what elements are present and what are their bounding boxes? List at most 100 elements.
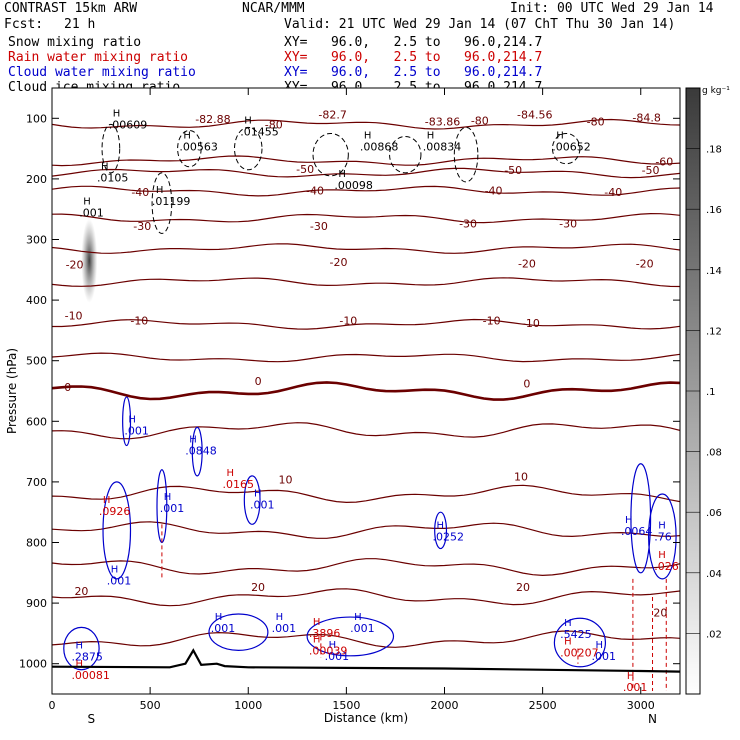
cloud-water-contour bbox=[243, 475, 261, 525]
snow-contour bbox=[453, 126, 479, 183]
isotherm-label: -10 bbox=[522, 317, 540, 330]
max-value-label: .3896 bbox=[309, 627, 341, 640]
max-marker: H bbox=[564, 618, 572, 629]
max-marker: H bbox=[313, 617, 321, 628]
max-marker: H bbox=[338, 169, 346, 180]
isotherm-label: -10 bbox=[130, 314, 148, 327]
max-marker: H bbox=[437, 521, 445, 532]
max-value-label: .00563 bbox=[179, 140, 218, 153]
x-tick-label: 2000 bbox=[431, 699, 459, 712]
endpoint-left: S bbox=[87, 712, 95, 726]
max-value-label: .01455 bbox=[240, 125, 279, 138]
y-tick-label: 800 bbox=[26, 537, 47, 550]
max-marker: H bbox=[658, 550, 666, 561]
cloud-water-contour bbox=[434, 511, 448, 550]
max-marker: H bbox=[113, 109, 121, 120]
max-marker: H bbox=[313, 635, 321, 646]
field-name-cloud-water: Cloud water mixing ratio bbox=[8, 65, 196, 80]
max-marker: H bbox=[427, 130, 435, 141]
isotherm-line bbox=[52, 521, 680, 539]
cloud-water-contour bbox=[156, 469, 168, 544]
max-value-label: .00652 bbox=[552, 140, 591, 153]
isotherm-label: -84.56 bbox=[517, 108, 552, 121]
max-value-label: .00609 bbox=[109, 119, 148, 132]
max-value-label: .00207 bbox=[560, 646, 599, 659]
isotherm-label: -40 bbox=[131, 186, 149, 199]
cloud-water-contour bbox=[208, 613, 269, 651]
max-marker: H bbox=[244, 115, 252, 126]
colorbar-unit: g kg⁻¹ bbox=[702, 86, 730, 96]
colorbar-tick-label: .06 bbox=[706, 508, 722, 519]
max-marker: H bbox=[111, 564, 119, 575]
isotherm-line bbox=[52, 422, 680, 440]
isotherm-label: 20 bbox=[516, 581, 530, 594]
y-tick-label: 300 bbox=[26, 234, 47, 247]
cloud-water-contour bbox=[306, 616, 395, 657]
x-tick-label: 500 bbox=[140, 699, 161, 712]
isotherm-label: -10 bbox=[339, 314, 357, 327]
isotherm-label: -20 bbox=[330, 256, 348, 269]
isotherm-label: -30 bbox=[559, 217, 577, 230]
isotherm-label: -83.86 bbox=[425, 116, 460, 129]
colorbar-tick-label: .02 bbox=[706, 629, 722, 640]
max-value-label: .0105 bbox=[97, 171, 129, 184]
max-marker: H bbox=[254, 489, 262, 500]
isotherm-label: 10 bbox=[279, 474, 293, 487]
colorbar-tick-label: .08 bbox=[706, 448, 722, 459]
max-marker: H bbox=[658, 521, 666, 532]
max-marker: H bbox=[164, 492, 172, 503]
max-value-label: .00868 bbox=[360, 140, 399, 153]
snow-contour bbox=[312, 132, 349, 177]
x-tick-label: 3000 bbox=[627, 699, 655, 712]
isotherm-label: -40 bbox=[306, 185, 324, 198]
isotherm-label: -40 bbox=[604, 186, 622, 199]
isotherm-label: -10 bbox=[65, 309, 83, 322]
y-tick-label: 500 bbox=[26, 355, 47, 368]
y-axis-title: Pressure (hPa) bbox=[5, 348, 19, 434]
field-name-snow: Snow mixing ratio bbox=[8, 35, 142, 50]
isotherm-label: -30 bbox=[459, 217, 477, 230]
max-marker: H bbox=[354, 612, 362, 623]
max-value-label: .0064 bbox=[621, 525, 653, 538]
colorbar-tick-label: .12 bbox=[706, 326, 722, 337]
cloud-water-contour bbox=[102, 481, 132, 580]
max-value-label: .001 bbox=[623, 681, 648, 694]
max-marker: H bbox=[227, 468, 235, 479]
isotherm-label: 20 bbox=[251, 581, 265, 594]
max-value-label: .0848 bbox=[185, 445, 217, 458]
max-value-label: .026 bbox=[654, 560, 679, 573]
isotherm-label: 0 bbox=[255, 375, 262, 388]
cloud-ice-shading bbox=[81, 218, 98, 303]
max-value-label: .5425 bbox=[560, 628, 592, 641]
field-xy-snow: XY= 96.0, 2.5 to 96.0,214.7 bbox=[284, 35, 543, 50]
y-tick-label: 700 bbox=[26, 476, 47, 489]
max-marker: H bbox=[556, 130, 564, 141]
isotherm-label: -82.88 bbox=[195, 113, 230, 126]
snow-contour bbox=[551, 132, 581, 165]
isotherm-label: -50 bbox=[504, 164, 522, 177]
max-marker: H bbox=[75, 659, 83, 670]
max-marker: H bbox=[215, 612, 223, 623]
colorbar-tick-label: .16 bbox=[706, 205, 722, 216]
cloud-water-contour bbox=[648, 493, 677, 580]
isotherm-label: 20 bbox=[74, 585, 88, 598]
y-tick-label: 200 bbox=[26, 173, 47, 186]
max-marker: H bbox=[103, 495, 111, 506]
max-marker: H bbox=[128, 415, 136, 426]
init-time: Init: 00 UTC Wed 29 Jan 14 bbox=[510, 1, 714, 16]
isotherm-label: 10 bbox=[514, 471, 528, 484]
isotherm-line bbox=[52, 381, 680, 401]
isotherm-label: -20 bbox=[66, 259, 84, 272]
max-value-label: .001 bbox=[79, 206, 104, 219]
y-tick-label: 400 bbox=[26, 294, 47, 307]
valid-time: Valid: 21 UTC Wed 29 Jan 14 (07 ChT Thu … bbox=[284, 17, 676, 32]
colorbar-tick-label: .1 bbox=[706, 387, 716, 398]
max-value-label: .00081 bbox=[71, 669, 110, 682]
colorbar-tick-label: .14 bbox=[706, 266, 722, 277]
terrain-line bbox=[52, 648, 680, 673]
isotherm-label: -60 bbox=[655, 156, 673, 169]
x-tick-label: 1500 bbox=[332, 699, 360, 712]
max-marker: H bbox=[101, 161, 109, 172]
snow-contour bbox=[151, 172, 173, 234]
